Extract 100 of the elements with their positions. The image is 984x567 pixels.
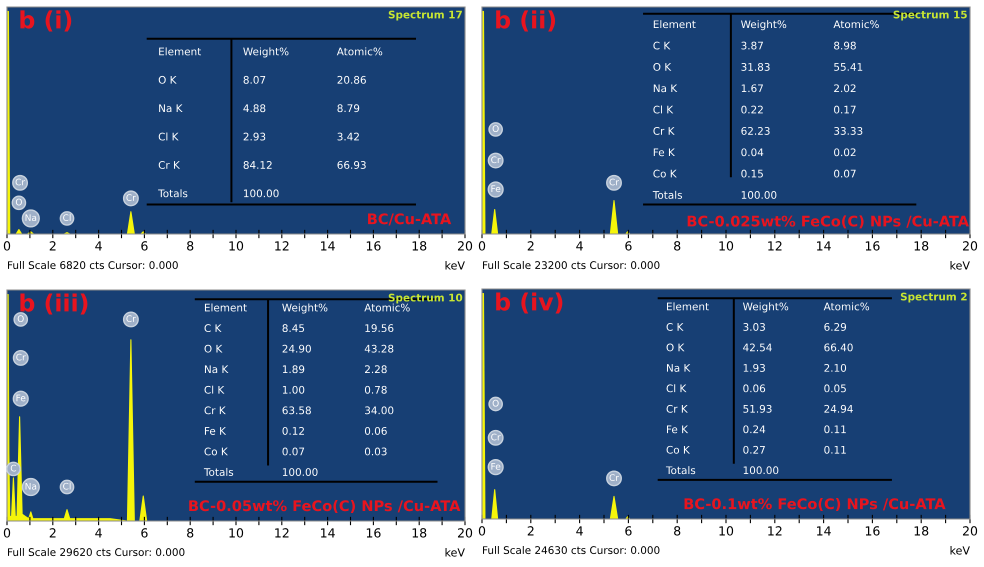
annotation: Na K: [159, 104, 183, 112]
x-tick-label: 12: [768, 526, 782, 536]
annotation: Co K: [204, 448, 228, 456]
annotation: 31.83: [741, 62, 770, 71]
annotation: Totals: [652, 190, 682, 199]
annotation: Cr: [126, 315, 136, 322]
annotation: 0.07: [834, 170, 856, 178]
x-tick-label: 18: [412, 528, 426, 538]
annotation: 0.06: [743, 384, 766, 392]
x-tick-label: 4: [95, 528, 102, 538]
annotation: Cr: [16, 354, 26, 361]
annotation: 3.87: [741, 42, 763, 50]
annotation: 84.12: [244, 161, 272, 169]
annotation: 4.88: [243, 104, 266, 112]
annotation: Atomic%: [364, 303, 410, 312]
annotation: O K: [653, 62, 672, 71]
x-tick-label: 14: [321, 528, 335, 538]
x-tick-label: 12: [275, 241, 288, 250]
x-axis-title: keV: [950, 546, 970, 555]
annotation: O K: [666, 343, 685, 352]
x-tick-label: 16: [366, 241, 381, 251]
annotation: 100.00: [744, 466, 778, 474]
annotation: 2.02: [834, 84, 856, 92]
x-tick-label: 16: [866, 526, 880, 536]
annotation: BC/Cu-ATA: [368, 213, 452, 226]
annotation: 8.07: [244, 76, 266, 84]
annotation: Fe K: [654, 148, 675, 156]
x-tick-label: 18: [914, 526, 928, 536]
chart-title: b (iv): [496, 292, 562, 314]
annotation: 42.54: [743, 343, 772, 352]
annotation: 34.00: [365, 406, 394, 414]
x-tick-label: 12: [275, 528, 288, 538]
annotation: Cr: [491, 434, 501, 440]
x-tick-label: 18: [412, 241, 426, 251]
annotation: 0.06: [364, 426, 387, 435]
x-tick-label: 20: [458, 241, 472, 251]
annotation: Fe K: [667, 426, 688, 434]
annotation: Cl K: [653, 105, 674, 114]
annotation: Cl: [63, 482, 71, 490]
annotation: Spectrum 17: [388, 10, 462, 20]
annotation: Weight%: [282, 303, 328, 314]
annotation: 0.22: [741, 106, 763, 114]
x-tick-label: 2: [50, 241, 56, 250]
annotation: 1.93: [744, 364, 765, 372]
x-tick-label: 10: [719, 241, 734, 251]
x-tick-label: 10: [229, 241, 244, 251]
annotation: Fe K: [204, 427, 226, 435]
annotation: Na K: [654, 84, 678, 92]
annotation: O: [16, 198, 22, 206]
x-tick-label: 6: [141, 528, 148, 538]
annotation: C: [10, 464, 16, 472]
annotation: Na: [26, 214, 36, 222]
annotation: Cr K: [158, 161, 180, 169]
annotation: 0.05: [824, 384, 846, 392]
annotation: Atomic%: [824, 302, 870, 310]
annotation: 0.17: [834, 106, 856, 114]
annotation: 2.28: [365, 365, 387, 374]
x-tick-label: 2: [528, 241, 534, 250]
annotation: 2.93: [244, 132, 266, 141]
annotation: O K: [204, 344, 222, 353]
text: Full Scale 6820 cts Cursor: 0.000: [8, 261, 178, 270]
annotation: Cr: [610, 178, 620, 186]
x-tick-label: 0: [478, 241, 486, 251]
x-tick-label: 6: [625, 526, 632, 536]
x-tick-label: 4: [576, 526, 583, 536]
annotation: 8.45: [282, 324, 304, 332]
annotation: 19.56: [365, 324, 394, 332]
annotation: Cl: [63, 214, 71, 222]
x-tick-label: 8: [187, 241, 194, 251]
annotation: 6.29: [824, 323, 846, 331]
annotation: 0.04: [741, 148, 764, 156]
annotation: 1.00: [282, 386, 304, 394]
x-tick-label: 8: [187, 528, 194, 538]
x-tick-label: 16: [366, 528, 381, 538]
annotation: BC-0.025wt% FeCo(C) NPs /Cu-ATA: [688, 215, 969, 228]
annotation: Element: [159, 47, 202, 56]
annotation: 3.03: [743, 323, 765, 331]
annotation: 24.90: [282, 344, 311, 353]
annotation: Fe: [491, 463, 500, 470]
annotation: 62.23: [741, 126, 770, 135]
annotation: 100.00: [244, 189, 279, 198]
annotation: 66.40: [824, 343, 853, 352]
text: Full Scale 23200 cts Cursor: 0.000: [483, 261, 660, 270]
annotation: Fe: [491, 185, 500, 192]
x-tick-label: 0: [478, 526, 486, 536]
x-tick-label: 14: [321, 241, 335, 250]
annotation: Cr: [126, 194, 136, 202]
annotation: C K: [204, 324, 222, 332]
annotation: 8.79: [337, 104, 360, 112]
annotation: O: [492, 400, 499, 407]
annotation: 0.11: [824, 425, 846, 434]
annotation: 1.89: [282, 365, 304, 374]
annotation: 100.00: [742, 191, 776, 199]
annotation: 33.33: [834, 126, 862, 135]
x-tick-label: 4: [95, 241, 102, 250]
annotation: Cr K: [653, 126, 675, 135]
chart-title: b (i): [20, 10, 72, 32]
annotation: 24.94: [824, 404, 853, 413]
annotation: 0.07: [282, 448, 304, 456]
x-tick-label: 2: [528, 526, 534, 536]
